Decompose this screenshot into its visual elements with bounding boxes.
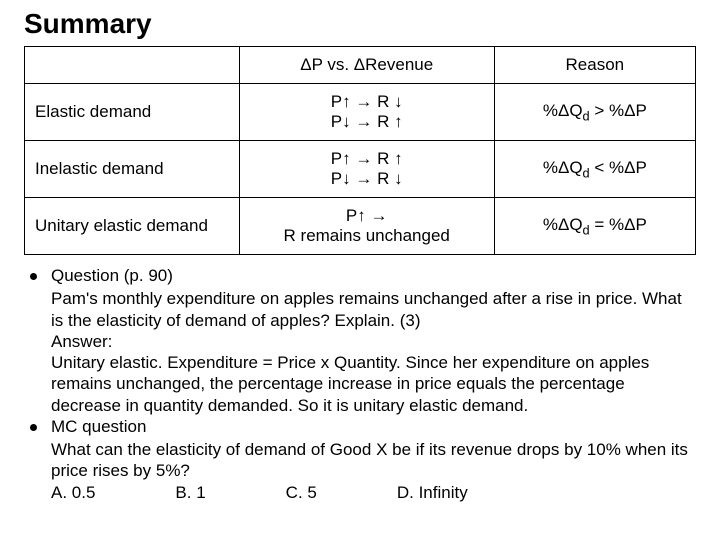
relation-line: P↑ → — [346, 206, 388, 225]
table-row: Elastic demand P↑ → R ↓ P↓ → R ↑ %ΔQd > … — [25, 84, 696, 141]
reason-prefix: %ΔQ — [543, 215, 583, 234]
row-label: Elastic demand — [25, 84, 240, 141]
option-b: B. 1 — [175, 482, 205, 503]
table-header-row: ΔP vs. ΔRevenue Reason — [25, 47, 696, 84]
row-reason: %ΔQd < %ΔP — [494, 141, 695, 198]
row-label: Unitary elastic demand — [25, 198, 240, 255]
row-relation: P↑ → R ↓ P↓ → R ↑ — [239, 84, 494, 141]
summary-table: ΔP vs. ΔRevenue Reason Elastic demand P↑… — [24, 46, 696, 255]
bullet-question1: Question (p. 90) — [24, 265, 696, 286]
option-c: C. 5 — [286, 482, 317, 503]
header-cell-relation: ΔP vs. ΔRevenue — [239, 47, 494, 84]
row-label: Inelastic demand — [25, 141, 240, 198]
bullet-icon — [30, 273, 37, 280]
row-relation: P↑ → R remains unchanged — [239, 198, 494, 255]
reason-sub: d — [583, 165, 590, 180]
reason-prefix: %ΔQ — [543, 101, 583, 120]
row-reason: %ΔQd > %ΔP — [494, 84, 695, 141]
q1-answer-body: Unitary elastic. Expenditure = Price x Q… — [51, 352, 696, 416]
reason-suffix: < %ΔP — [590, 158, 647, 177]
q2-body: What can the elasticity of demand of Goo… — [51, 439, 696, 482]
relation-line: P↑ → R ↓ — [331, 92, 403, 111]
reason-sub: d — [583, 108, 590, 123]
content-area: Question (p. 90) Pam's monthly expenditu… — [24, 265, 696, 503]
reason-suffix: = %ΔP — [590, 215, 647, 234]
reason-prefix: %ΔQ — [543, 158, 583, 177]
relation-line: P↓ → R ↑ — [331, 112, 403, 131]
table-row: Inelastic demand P↑ → R ↑ P↓ → R ↓ %ΔQd … — [25, 141, 696, 198]
relation-line: P↓ → R ↓ — [331, 169, 403, 188]
option-d: D. Infinity — [397, 482, 468, 503]
q2-options: A. 0.5 B. 1 C. 5 D. Infinity — [51, 482, 696, 503]
reason-sub: d — [583, 222, 590, 237]
q1-answer-label: Answer: — [51, 331, 696, 352]
q2-heading: MC question — [51, 416, 696, 437]
header-cell-reason: Reason — [494, 47, 695, 84]
reason-suffix: > %ΔP — [590, 101, 647, 120]
q1-body: Pam's monthly expenditure on apples rema… — [51, 288, 696, 331]
table-row: Unitary elastic demand P↑ → R remains un… — [25, 198, 696, 255]
relation-line: R remains unchanged — [284, 226, 450, 245]
option-a: A. 0.5 — [51, 482, 95, 503]
row-reason: %ΔQd = %ΔP — [494, 198, 695, 255]
q1-heading: Question (p. 90) — [51, 265, 696, 286]
row-relation: P↑ → R ↑ P↓ → R ↓ — [239, 141, 494, 198]
relation-line: P↑ → R ↑ — [331, 149, 403, 168]
bullet-icon — [30, 424, 37, 431]
page-title: Summary — [24, 8, 696, 40]
header-cell-empty — [25, 47, 240, 84]
bullet-question2: MC question — [24, 416, 696, 437]
